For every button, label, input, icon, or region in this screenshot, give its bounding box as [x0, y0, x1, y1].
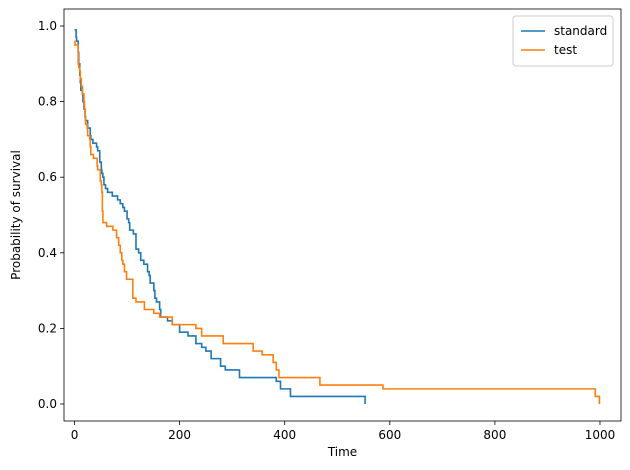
series-layer — [74, 28, 601, 404]
y-axis-ticks: 0.0 0.2 0.4 0.6 0.8 1.0 — [38, 19, 64, 411]
series-line-standard — [74, 28, 366, 404]
y-tick-label: 0.0 — [38, 397, 57, 411]
y-tick-label: 1.0 — [38, 19, 57, 33]
x-tick-label: 400 — [273, 428, 296, 442]
legend-label-standard: standard — [554, 24, 607, 38]
x-tick-label: 1000 — [585, 428, 616, 442]
y-tick-label: 0.4 — [38, 246, 57, 260]
axes-frame — [63, 8, 622, 422]
y-tick-label: 0.8 — [38, 95, 57, 109]
x-axis-label: Time — [327, 445, 357, 459]
legend: standard test — [512, 15, 614, 67]
y-tick-label: 0.2 — [38, 321, 57, 335]
x-tick-label: 0 — [71, 428, 79, 442]
series-line-test — [74, 40, 601, 404]
legend-label-test: test — [554, 43, 577, 57]
x-axis-ticks: 0 200 400 600 800 1000 — [71, 421, 616, 442]
y-tick-label: 0.6 — [38, 170, 57, 184]
x-tick-label: 600 — [378, 428, 401, 442]
y-axis-label: Probability of survival — [9, 150, 23, 280]
legend-box — [512, 15, 614, 67]
x-tick-label: 200 — [168, 428, 191, 442]
x-tick-label: 800 — [483, 428, 506, 442]
